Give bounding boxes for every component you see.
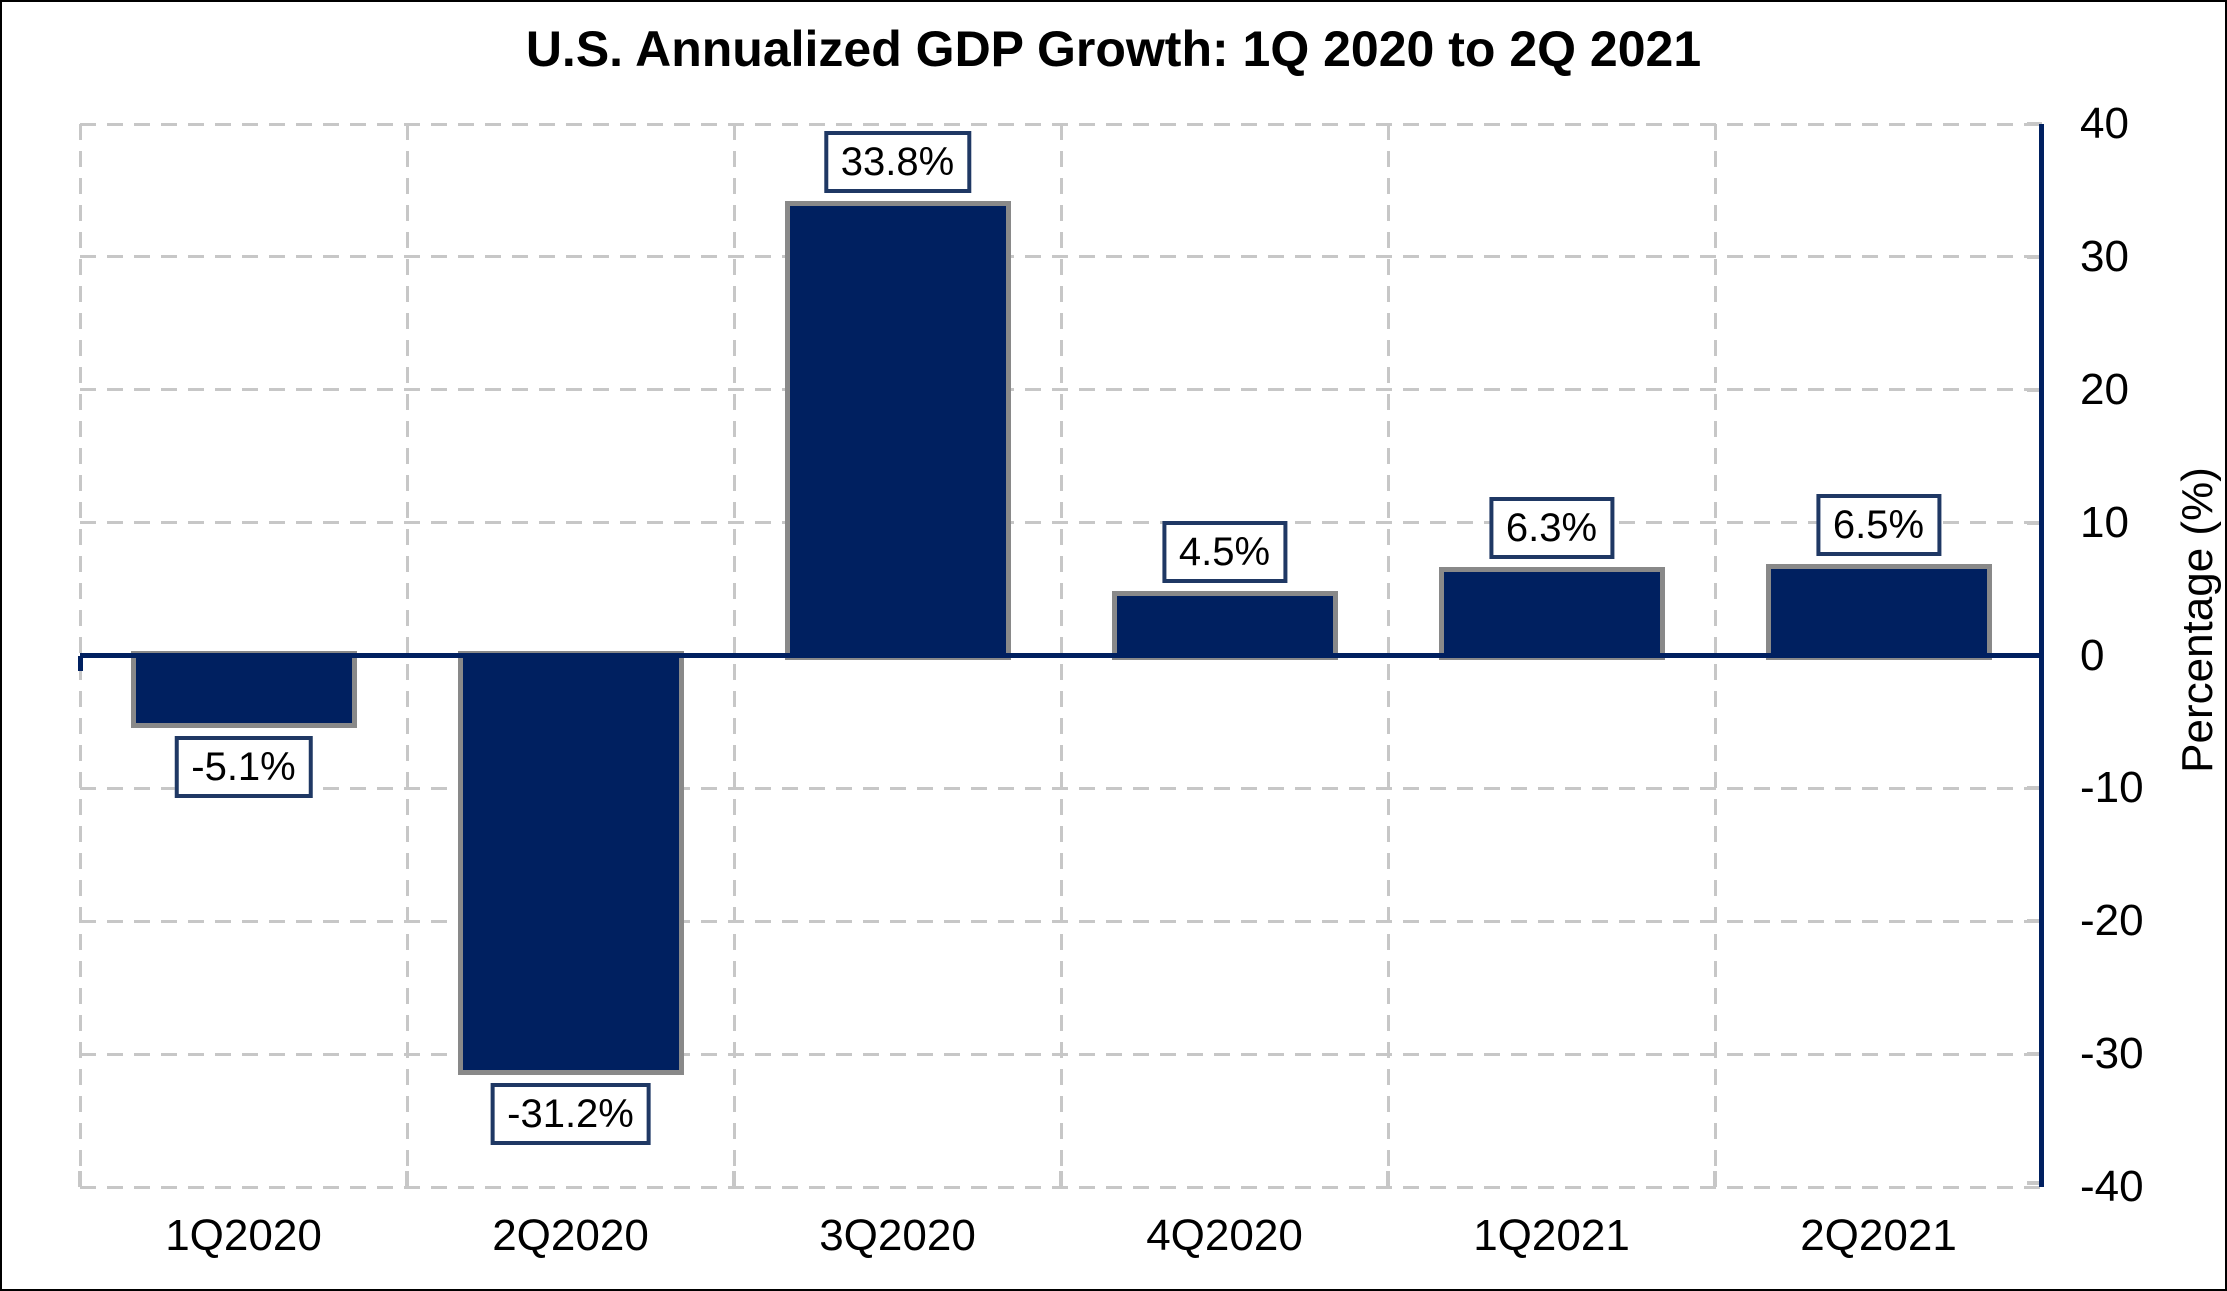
bar-2q2021	[1765, 564, 1992, 661]
y-axis-line	[2039, 124, 2044, 1187]
bar-1q2020	[130, 650, 357, 729]
bar-4q2020	[1111, 590, 1338, 661]
plot-area: -5.1% -31.2% 33.8% 4.5% 6.3% 6.5%	[78, 122, 2044, 1189]
y-tick-label: 40	[2080, 99, 2129, 148]
x-tick-label: 4Q2020	[1146, 1211, 1303, 1260]
x-axis-tick	[1713, 1171, 1717, 1187]
y-axis-title: Percentage (%)	[2173, 467, 2222, 773]
data-label-2q2021: 6.5%	[1815, 494, 1942, 557]
y-tick-label: 10	[2080, 497, 2129, 547]
x-axis-tick	[732, 1171, 736, 1187]
zero-line-end-tick	[78, 655, 83, 671]
x-axis-tick	[1386, 1171, 1390, 1187]
y-tick-label: -30	[2080, 1029, 2144, 1079]
data-label-1q2021: 6.3%	[1488, 496, 1615, 559]
x-tick-label: 3Q2020	[819, 1211, 976, 1260]
y-axis-tick	[2027, 786, 2042, 791]
y-tick-label: 30	[2080, 231, 2129, 281]
y-axis-tick	[2027, 387, 2042, 392]
chart-title: U.S. Annualized GDP Growth: 1Q 2020 to 2…	[525, 21, 1702, 77]
data-label-3q2020: 33.8%	[823, 131, 972, 194]
bar-2q2020	[457, 650, 684, 1076]
data-label-4q2020: 4.5%	[1161, 520, 1288, 583]
y-tick-label: 20	[2080, 364, 2129, 414]
data-label-1q2020: -5.1%	[174, 736, 313, 799]
y-tick-label: -40	[2080, 1162, 2144, 1211]
zero-line	[80, 653, 2042, 658]
x-tick-label: 2Q2020	[492, 1211, 649, 1260]
bar-3q2020	[784, 201, 1011, 661]
y-axis-tick	[2027, 254, 2042, 259]
y-tick-label: 0	[2080, 630, 2105, 680]
y-axis-tick	[2027, 122, 2042, 126]
y-tick-label: -20	[2080, 896, 2144, 946]
x-tick-label: 2Q2021	[1800, 1211, 1957, 1260]
x-axis-tick	[405, 1171, 409, 1187]
x-tick-label: 1Q2020	[165, 1211, 322, 1260]
y-axis-tick	[2027, 1052, 2042, 1057]
y-tick-label: -10	[2080, 763, 2144, 813]
bar-1q2021	[1438, 566, 1665, 661]
data-label-2q2020: -31.2%	[490, 1083, 651, 1146]
h-gridline	[80, 1185, 2042, 1189]
x-axis-tick	[1059, 1171, 1063, 1187]
y-axis-tick	[2027, 520, 2042, 525]
y-axis-tick	[2027, 919, 2042, 924]
y-axis-tick	[2027, 1181, 2042, 1185]
x-axis-tick	[78, 1171, 82, 1187]
x-tick-label: 1Q2021	[1473, 1211, 1630, 1260]
